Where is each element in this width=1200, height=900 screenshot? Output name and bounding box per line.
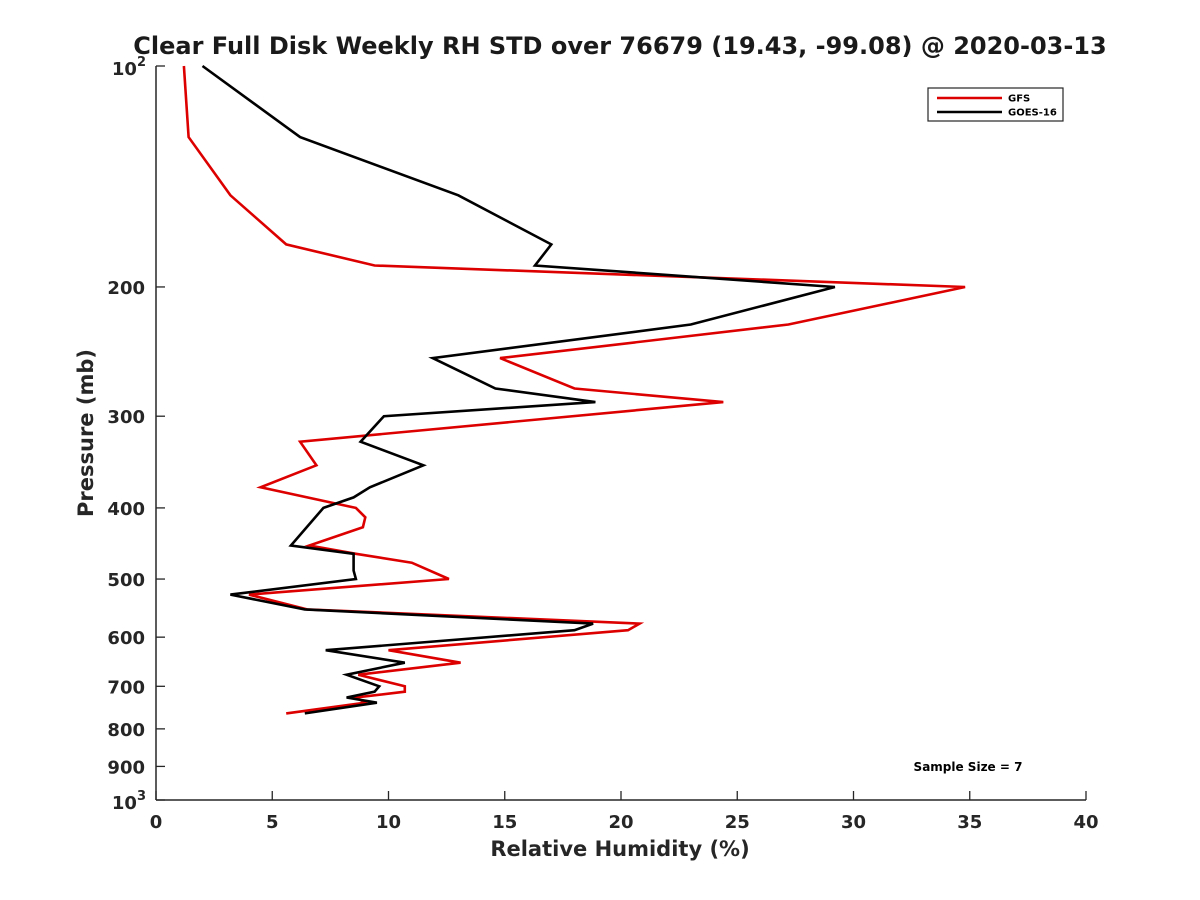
x-tick-label: 30 [841, 812, 866, 833]
x-tick-label: 40 [1073, 812, 1098, 833]
y-tick-label: 500 [107, 570, 145, 591]
y-tick-label: 103 [112, 789, 146, 814]
x-axis-label: Relative Humidity (%) [490, 837, 749, 861]
y-tick-label-base: 10 [112, 793, 137, 814]
y-tick-label: 800 [107, 720, 145, 741]
y-axis-label: Pressure (mb) [74, 349, 98, 517]
y-tick-label: 700 [107, 677, 145, 698]
x-tick-label: 20 [608, 812, 633, 833]
y-tick-label: 300 [107, 407, 145, 428]
x-tick-label: 5 [266, 812, 279, 833]
chart-title: Clear Full Disk Weekly RH STD over 76679… [133, 32, 1106, 60]
x-tick-label: 15 [492, 812, 517, 833]
y-tick-label-exponent: 2 [137, 55, 146, 70]
y-tick-label: 102 [112, 55, 146, 80]
series-line-goes-16 [201, 64, 836, 715]
x-tick-label: 0 [150, 812, 163, 833]
x-tick-label: 10 [376, 812, 401, 833]
sample-size-annotation: Sample Size = 7 [914, 760, 1023, 774]
series-line-gfs [182, 65, 966, 715]
legend-box [927, 87, 1064, 122]
y-tick-label: 900 [107, 757, 145, 778]
y-tick-label-exponent: 3 [137, 789, 146, 804]
legend-label: GOES-16 [1008, 108, 1057, 119]
legend: GFS GOES-16 [927, 87, 1064, 122]
x-tick-label: 25 [725, 812, 750, 833]
y-tick-label: 600 [107, 628, 145, 649]
plot-area [155, 66, 1086, 801]
x-tick-label: 35 [957, 812, 982, 833]
y-tick-label-base: 10 [112, 59, 137, 80]
x-axis-ticks: 0 5 10 15 20 25 30 35 40 [150, 791, 1099, 833]
y-tick-label: 400 [107, 499, 145, 520]
y-tick-label: 200 [107, 278, 145, 299]
legend-label: GFS [1008, 94, 1030, 105]
series-lines [182, 64, 966, 715]
